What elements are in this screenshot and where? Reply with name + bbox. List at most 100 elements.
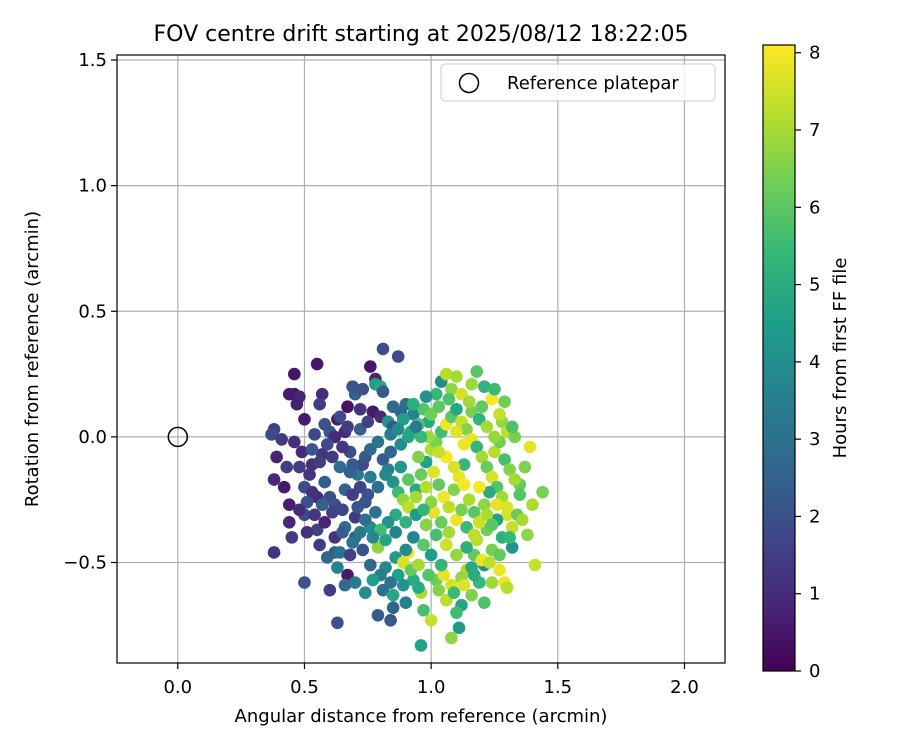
y-axis-ticks: −0.5 0.0 0.5 1.0 1.5	[63, 50, 117, 574]
data-point	[457, 458, 471, 471]
data-point	[450, 402, 463, 416]
data-point	[523, 440, 537, 454]
data-point	[427, 505, 440, 519]
data-point	[399, 596, 413, 610]
data-point	[483, 556, 496, 569]
data-point	[450, 425, 463, 439]
data-point	[389, 526, 402, 539]
data-point	[407, 407, 420, 421]
x-axis-label: Angular distance from reference (arcmin)	[235, 706, 608, 727]
data-point	[346, 536, 359, 549]
data-point	[346, 380, 359, 393]
data-point	[364, 360, 377, 373]
data-point	[348, 510, 362, 524]
data-point	[353, 402, 367, 416]
data-point	[536, 485, 549, 499]
data-point	[348, 576, 362, 589]
data-point	[414, 639, 428, 652]
colorbar-tick-label: 0	[809, 661, 820, 682]
data-point	[356, 382, 370, 396]
data-point	[308, 428, 321, 441]
data-point	[399, 543, 413, 557]
data-point	[369, 505, 382, 519]
grid	[117, 55, 725, 663]
colorbar-tick-label: 3	[809, 429, 820, 450]
data-point	[412, 450, 425, 464]
data-point	[498, 395, 511, 409]
data-point	[485, 576, 499, 589]
data-point	[505, 521, 519, 534]
data-point	[290, 397, 304, 411]
plot-area	[116, 54, 726, 664]
data-point	[386, 601, 400, 615]
data-point	[417, 603, 430, 617]
data-point	[353, 480, 367, 494]
data-point	[457, 578, 471, 592]
data-point	[488, 430, 501, 444]
data-point	[384, 613, 397, 627]
data-point	[376, 342, 390, 356]
data-point	[528, 558, 542, 572]
data-point	[478, 596, 491, 610]
colorbar-tick-label: 8	[809, 43, 820, 64]
data-point	[437, 490, 451, 504]
data-point	[493, 407, 506, 421]
data-point	[465, 377, 478, 391]
data-point	[265, 428, 278, 441]
data-point	[341, 400, 354, 414]
data-point	[526, 498, 539, 512]
data-point	[305, 443, 319, 456]
data-point	[313, 455, 326, 469]
data-point	[437, 568, 451, 582]
data-point	[371, 480, 385, 494]
colorbar-tick-label: 6	[809, 197, 820, 218]
data-point	[394, 460, 408, 474]
data-point	[414, 468, 428, 481]
colorbar-tick-label: 5	[809, 275, 820, 296]
x-tick-label: 1.5	[543, 677, 572, 698]
data-point	[452, 621, 466, 635]
data-point	[513, 488, 527, 501]
data-point	[318, 516, 332, 529]
data-point	[457, 478, 471, 491]
data-point	[485, 470, 499, 484]
data-point	[371, 435, 385, 449]
data-point	[295, 445, 309, 459]
legend-reference-marker	[458, 72, 480, 94]
data-point	[450, 606, 463, 620]
data-point	[331, 561, 344, 574]
data-point	[422, 568, 435, 582]
data-point	[356, 543, 370, 557]
legend-box	[440, 63, 716, 102]
data-point	[475, 400, 489, 414]
data-point	[282, 498, 296, 512]
data-point	[303, 468, 316, 481]
data-point	[333, 460, 347, 474]
data-point	[457, 438, 471, 451]
data-point	[493, 548, 506, 562]
data-point	[343, 548, 357, 562]
colorbar: 0 1 2 3 4 5 6 7 8 Hours from first FF file	[762, 43, 851, 682]
data-point	[315, 387, 329, 401]
data-point	[432, 478, 446, 491]
data-point	[396, 412, 410, 426]
data-point	[508, 473, 522, 486]
data-point	[409, 420, 423, 434]
data-point	[267, 473, 281, 486]
data-point	[508, 430, 522, 444]
data-point	[391, 350, 405, 363]
data-point	[364, 470, 377, 484]
x-axis-ticks: 0.0 0.5 1.0 1.5 2.0	[163, 663, 699, 698]
data-point	[480, 420, 494, 434]
data-point	[396, 578, 410, 592]
data-point	[318, 418, 332, 431]
data-point	[427, 465, 440, 479]
data-point	[478, 380, 491, 393]
data-point	[285, 531, 299, 544]
data-point	[493, 563, 506, 577]
data-point	[346, 458, 359, 471]
data-point	[414, 430, 428, 444]
colorbar-tick-label: 4	[809, 352, 820, 373]
data-point	[455, 503, 468, 517]
